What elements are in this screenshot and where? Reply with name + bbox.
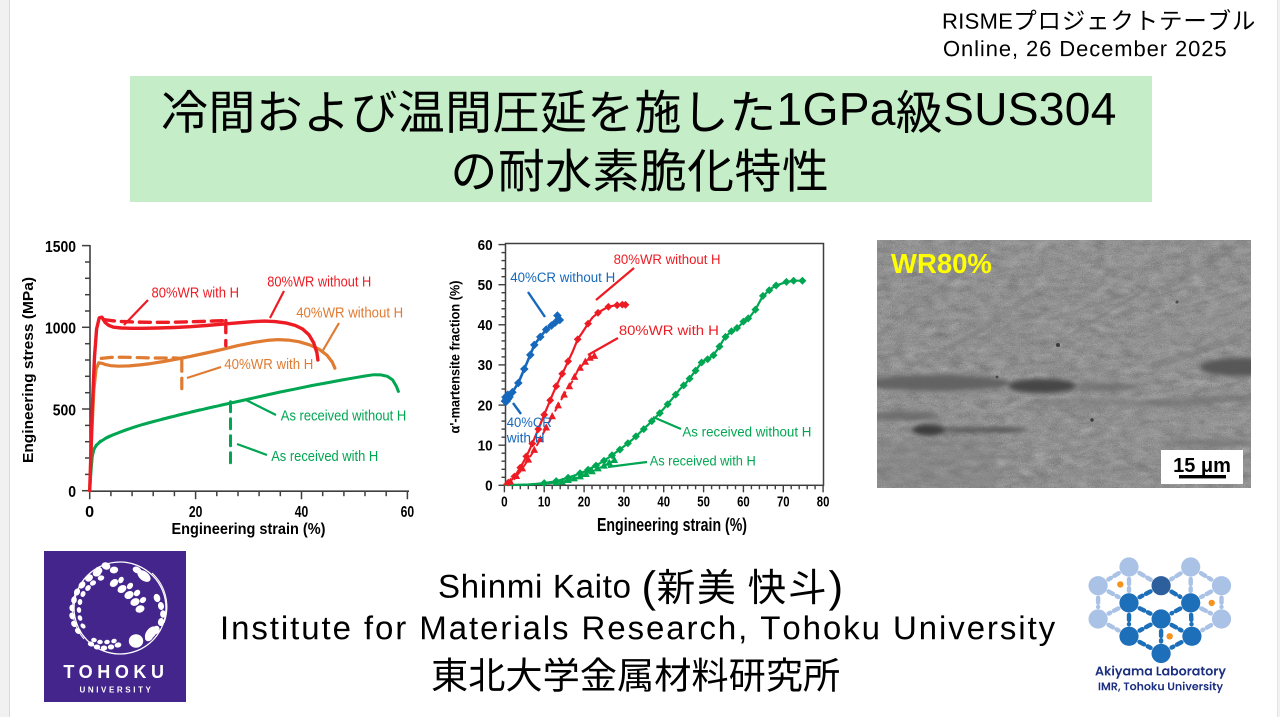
- svg-text:40%CR: 40%CR: [507, 415, 552, 431]
- svg-text:As received without H: As received without H: [682, 425, 811, 441]
- svg-text:40%WR with H: 40%WR with H: [224, 357, 313, 373]
- svg-text:50: 50: [478, 278, 493, 294]
- svg-text:20: 20: [578, 494, 591, 510]
- svg-text:1000: 1000: [45, 321, 76, 338]
- svg-text:Engineering strain (%): Engineering strain (%): [597, 514, 747, 535]
- svg-text:40: 40: [295, 504, 309, 521]
- svg-text:60: 60: [478, 238, 493, 254]
- svg-text:80%WR with H: 80%WR with H: [619, 323, 719, 339]
- svg-text:20: 20: [478, 398, 493, 414]
- svg-text:0: 0: [485, 479, 493, 495]
- svg-text:1500: 1500: [45, 239, 76, 256]
- svg-text:500: 500: [53, 402, 76, 419]
- svg-text:40%WR without H: 40%WR without H: [296, 306, 403, 322]
- svg-text:0: 0: [501, 494, 508, 510]
- svg-text:WR80%: WR80%: [891, 248, 992, 279]
- svg-text:80: 80: [817, 494, 830, 510]
- svg-text:60: 60: [401, 504, 415, 521]
- svg-text:As received with H: As received with H: [271, 449, 378, 465]
- svg-text:0: 0: [68, 484, 76, 501]
- svg-text:As received with H: As received with H: [650, 454, 756, 470]
- svg-text:80%WR with H: 80%WR with H: [152, 286, 240, 302]
- svg-text:80%WR without H: 80%WR without H: [267, 275, 371, 291]
- svg-text:40%CR without H: 40%CR without H: [510, 270, 615, 286]
- svg-text:50: 50: [697, 494, 710, 510]
- svg-text:0: 0: [85, 504, 94, 521]
- svg-text:UNIVERSITY: UNIVERSITY: [79, 686, 153, 695]
- svg-text:Engineering stress (MPa): Engineering stress (MPa): [20, 277, 37, 463]
- svg-text:40: 40: [657, 494, 670, 510]
- svg-text:As received without H: As received without H: [281, 409, 406, 425]
- svg-text:60: 60: [737, 494, 750, 510]
- svg-text:10: 10: [478, 439, 493, 455]
- svg-text:TOHOKU: TOHOKU: [63, 662, 168, 682]
- svg-text:20: 20: [189, 504, 203, 521]
- svg-text:with H: with H: [506, 431, 545, 447]
- svg-text:α'-martensite fraction (%): α'-martensite fraction (%): [448, 281, 463, 434]
- svg-text:30: 30: [618, 494, 631, 510]
- svg-text:15 μm: 15 μm: [1173, 455, 1231, 477]
- svg-text:40: 40: [478, 318, 493, 334]
- svg-text:80%WR without H: 80%WR without H: [614, 252, 721, 268]
- svg-text:10: 10: [538, 494, 551, 510]
- svg-text:Engineering strain (%): Engineering strain (%): [172, 521, 326, 538]
- svg-text:70: 70: [777, 494, 790, 510]
- svg-text:30: 30: [478, 358, 493, 374]
